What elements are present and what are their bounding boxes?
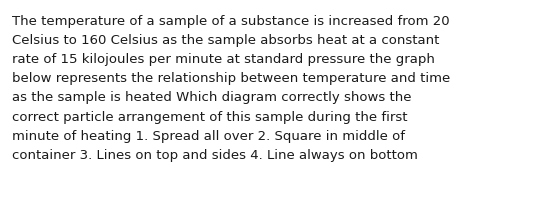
Text: The temperature of a sample of a substance is increased from 20
Celsius to 160 C: The temperature of a sample of a substan… <box>12 15 450 162</box>
